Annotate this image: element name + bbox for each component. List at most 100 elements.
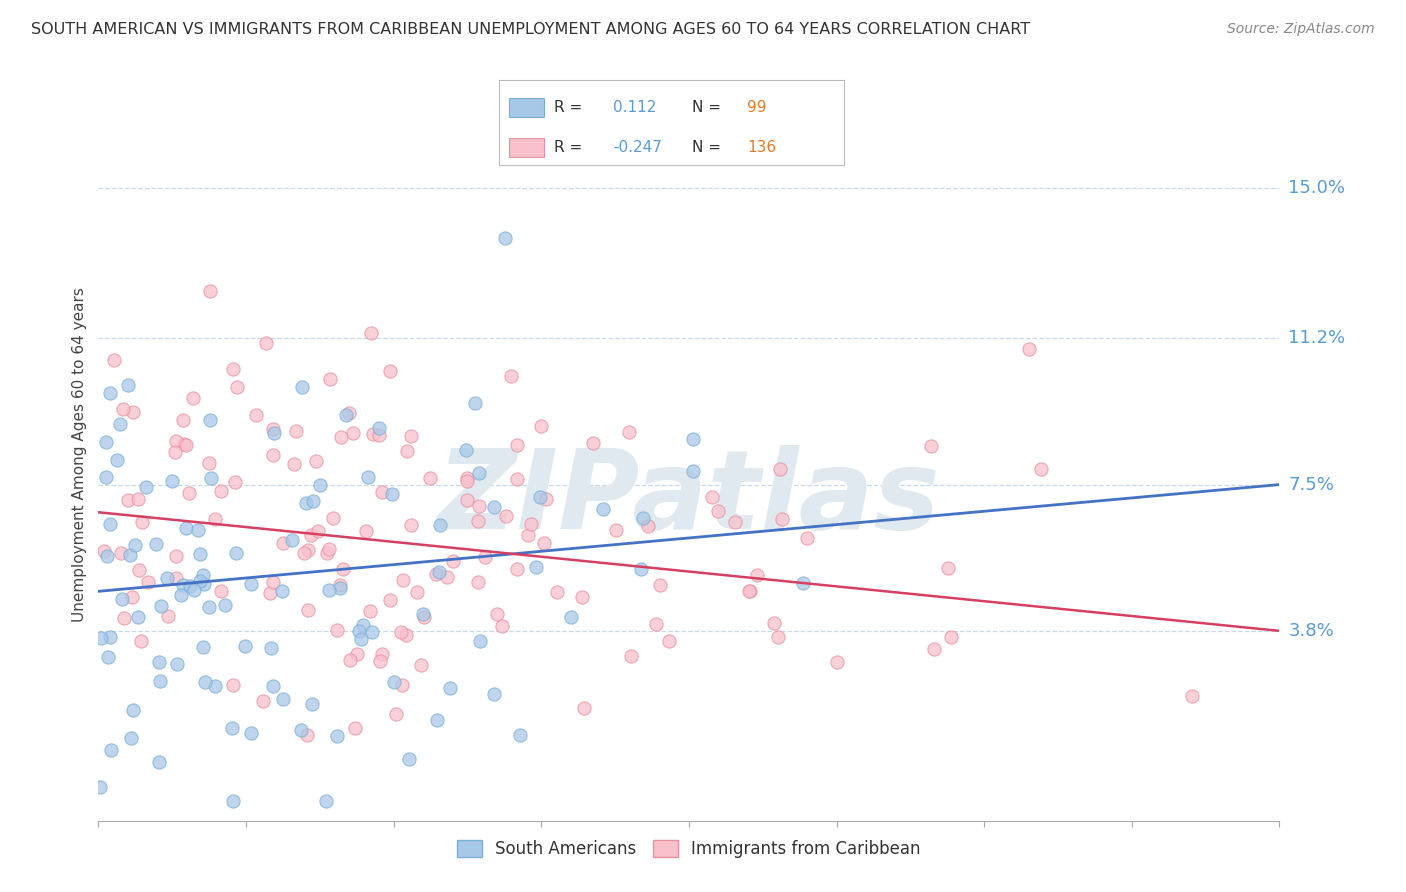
Point bbox=[592, 502, 614, 516]
Point bbox=[506, 438, 529, 452]
Point bbox=[360, 326, 382, 340]
Point bbox=[252, 694, 274, 708]
Point bbox=[1180, 689, 1202, 703]
Point bbox=[650, 578, 672, 592]
Point bbox=[307, 524, 329, 538]
Point bbox=[90, 631, 112, 645]
Point bbox=[181, 391, 204, 405]
Point bbox=[491, 619, 513, 633]
FancyBboxPatch shape bbox=[509, 98, 544, 117]
Point bbox=[382, 675, 405, 690]
Text: R =: R = bbox=[554, 100, 582, 115]
Point bbox=[395, 444, 418, 458]
Text: R =: R = bbox=[554, 140, 582, 154]
Point bbox=[98, 386, 121, 401]
Point bbox=[770, 512, 793, 526]
Point bbox=[117, 492, 139, 507]
Point bbox=[214, 598, 236, 612]
Point bbox=[281, 533, 304, 547]
Point bbox=[179, 486, 201, 500]
Point bbox=[326, 623, 349, 637]
Point bbox=[103, 352, 125, 367]
Point bbox=[560, 609, 582, 624]
Point bbox=[111, 402, 134, 417]
Point bbox=[127, 609, 149, 624]
Point bbox=[922, 642, 945, 657]
Text: ZIPatlas: ZIPatlas bbox=[437, 445, 941, 552]
Point bbox=[188, 547, 211, 561]
Point bbox=[534, 491, 557, 506]
Point bbox=[499, 368, 522, 383]
Point bbox=[582, 436, 605, 450]
Point bbox=[131, 515, 153, 529]
Text: 15.0%: 15.0% bbox=[1288, 179, 1346, 197]
Point bbox=[259, 585, 281, 599]
Point bbox=[170, 588, 193, 602]
Point bbox=[352, 617, 374, 632]
Point bbox=[262, 679, 284, 693]
Point bbox=[149, 674, 172, 689]
Point bbox=[165, 571, 187, 585]
Point bbox=[762, 615, 785, 630]
Point bbox=[530, 419, 553, 434]
Point bbox=[112, 611, 135, 625]
Point bbox=[517, 528, 540, 542]
Text: 3.8%: 3.8% bbox=[1288, 622, 1334, 640]
Point bbox=[138, 574, 160, 589]
Point bbox=[391, 678, 413, 692]
Point bbox=[468, 499, 491, 513]
Point bbox=[329, 581, 352, 595]
Point bbox=[160, 475, 183, 489]
Point bbox=[318, 542, 340, 557]
Point bbox=[335, 408, 357, 422]
Point bbox=[124, 538, 146, 552]
Point bbox=[129, 634, 152, 648]
Point bbox=[271, 692, 294, 706]
Text: -0.247: -0.247 bbox=[613, 140, 662, 154]
Point bbox=[938, 561, 960, 575]
Point bbox=[191, 640, 214, 655]
Point bbox=[412, 607, 434, 621]
Point bbox=[425, 566, 447, 581]
Point bbox=[156, 572, 179, 586]
Point bbox=[439, 681, 461, 695]
Point bbox=[319, 372, 342, 386]
Point bbox=[380, 592, 402, 607]
Point bbox=[769, 462, 792, 476]
Point bbox=[117, 378, 139, 392]
Point bbox=[1029, 462, 1052, 476]
Point bbox=[494, 231, 516, 245]
Point bbox=[302, 494, 325, 508]
Point bbox=[329, 430, 352, 444]
Point bbox=[188, 574, 211, 589]
Point bbox=[747, 568, 769, 582]
Text: 99: 99 bbox=[747, 100, 766, 115]
Point bbox=[337, 406, 360, 420]
Point bbox=[332, 561, 354, 575]
Point bbox=[273, 535, 295, 549]
Point bbox=[429, 566, 451, 580]
Point bbox=[108, 417, 131, 432]
Point bbox=[456, 493, 478, 508]
Point bbox=[825, 655, 848, 669]
Point bbox=[509, 728, 531, 742]
Point bbox=[413, 610, 436, 624]
Point bbox=[474, 549, 496, 564]
Point bbox=[221, 678, 243, 692]
Point bbox=[135, 480, 157, 494]
Point bbox=[174, 438, 197, 452]
Point bbox=[209, 483, 232, 498]
Point bbox=[148, 755, 170, 769]
Text: Source: ZipAtlas.com: Source: ZipAtlas.com bbox=[1227, 22, 1375, 37]
Point bbox=[456, 474, 478, 488]
Point bbox=[1018, 342, 1040, 356]
Point bbox=[356, 470, 378, 484]
Point bbox=[370, 653, 392, 667]
Point bbox=[200, 412, 222, 426]
Point bbox=[96, 650, 118, 665]
Point bbox=[468, 466, 491, 480]
Text: 136: 136 bbox=[747, 140, 776, 154]
Point bbox=[381, 487, 404, 501]
Point bbox=[637, 518, 659, 533]
Point bbox=[120, 731, 142, 745]
